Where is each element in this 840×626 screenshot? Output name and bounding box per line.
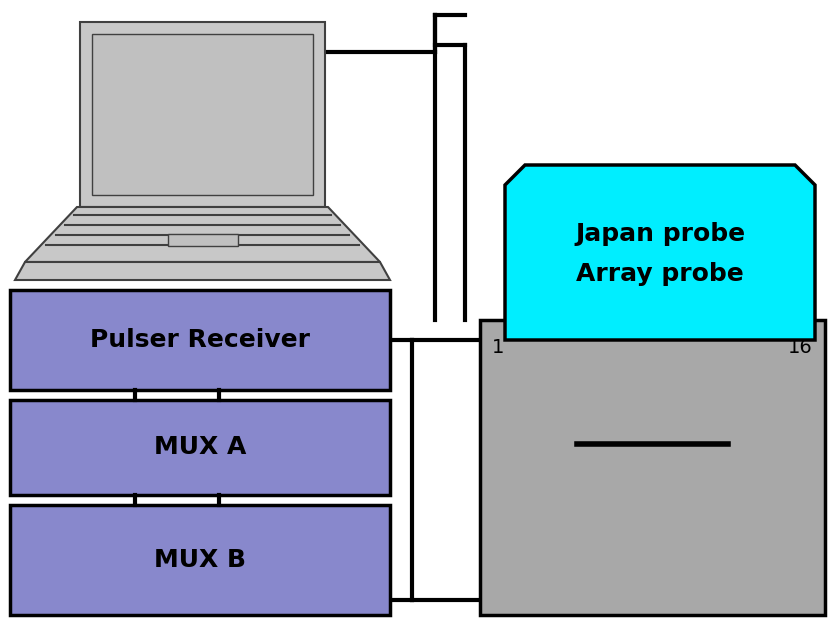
Bar: [80, 22, 325, 207]
Bar: [167, 234, 238, 246]
Bar: [92, 34, 313, 195]
Polygon shape: [505, 165, 815, 340]
Text: Array probe: Array probe: [576, 262, 744, 287]
Polygon shape: [25, 207, 380, 262]
Bar: [10, 400, 390, 495]
Polygon shape: [15, 262, 390, 280]
Bar: [10, 505, 390, 615]
Text: 1: 1: [492, 338, 504, 357]
Bar: [480, 320, 825, 615]
Text: Pulser Receiver: Pulser Receiver: [90, 328, 310, 352]
Bar: [10, 290, 390, 390]
Text: Japan probe: Japan probe: [575, 222, 745, 247]
Text: MUX B: MUX B: [154, 548, 246, 572]
Text: MUX A: MUX A: [154, 436, 246, 459]
Text: 16: 16: [788, 338, 813, 357]
